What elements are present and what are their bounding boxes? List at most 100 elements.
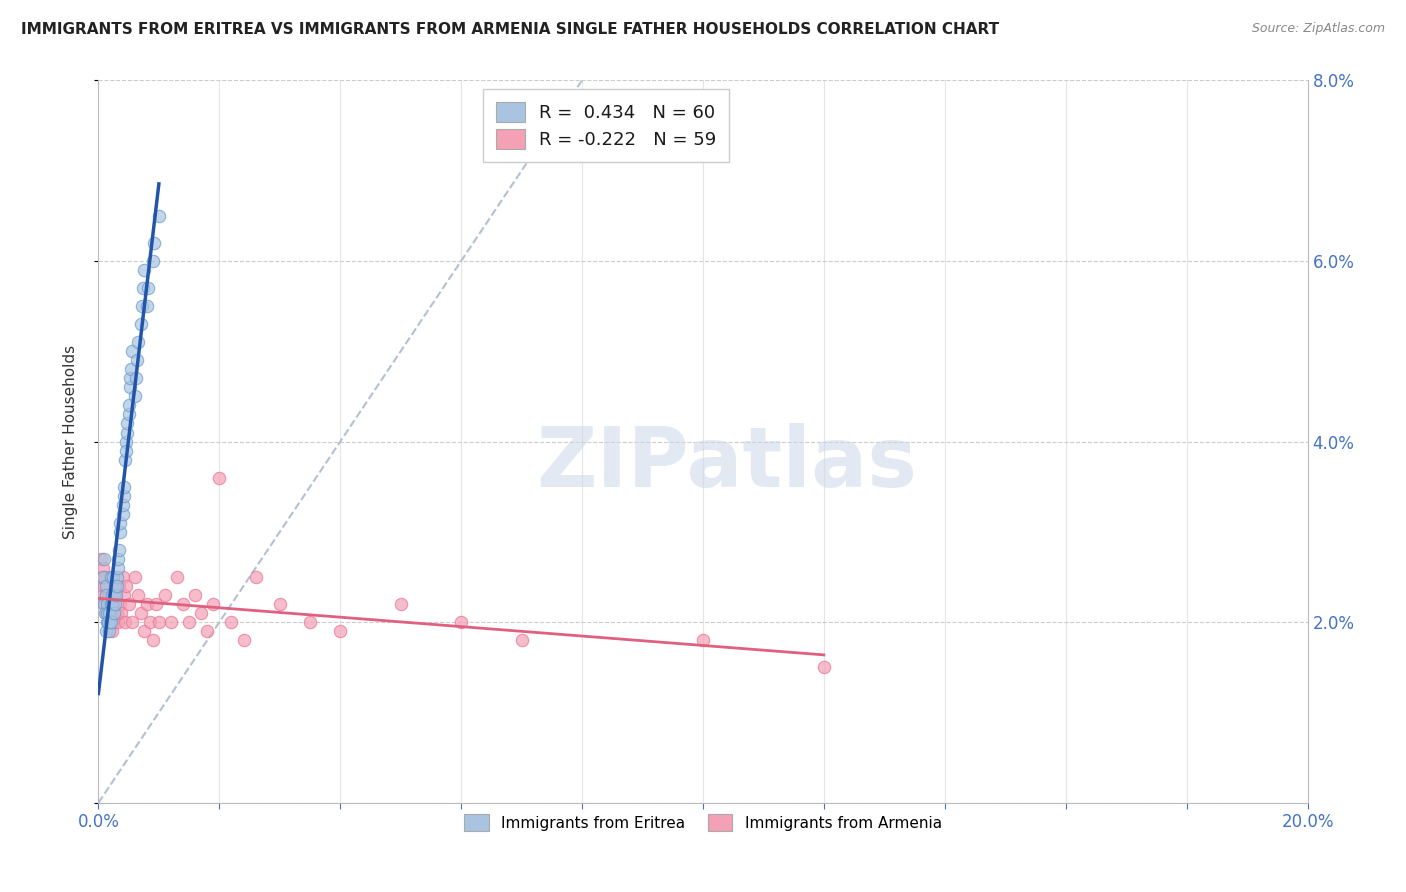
Point [118, 380, 141, 394]
Point [100, 624, 122, 639]
Point [101, 597, 124, 611]
Point [104, 588, 127, 602]
Point [100, 588, 122, 602]
Point [91, 561, 114, 575]
Point [105, 606, 128, 620]
Point [111, 507, 134, 521]
Point [96, 579, 118, 593]
Point [118, 597, 141, 611]
Point [221, 615, 243, 630]
Point [134, 263, 156, 277]
Point [125, 371, 148, 385]
Point [100, 615, 122, 630]
Point [103, 615, 125, 630]
Point [94, 606, 117, 620]
Point [329, 624, 352, 639]
Point [96, 606, 118, 620]
Point [195, 624, 218, 639]
Point [96, 606, 118, 620]
Point [105, 570, 128, 584]
Point [97, 615, 120, 630]
Text: IMMIGRANTS FROM ERITREA VS IMMIGRANTS FROM ARMENIA SINGLE FATHER HOUSEHOLDS CORR: IMMIGRANTS FROM ERITREA VS IMMIGRANTS FR… [21, 22, 1000, 37]
Point [111, 570, 134, 584]
Point [94, 588, 117, 602]
Point [132, 281, 155, 295]
Point [101, 570, 124, 584]
Point [148, 209, 170, 223]
Point [202, 597, 225, 611]
Legend: Immigrants from Eritrea, Immigrants from Armenia: Immigrants from Eritrea, Immigrants from… [457, 806, 949, 838]
Point [97, 615, 120, 630]
Point [127, 588, 149, 602]
Point [153, 588, 176, 602]
Point [136, 281, 159, 295]
Point [93, 597, 115, 611]
Point [108, 579, 131, 593]
Point [299, 615, 322, 630]
Point [93, 552, 115, 566]
Point [98, 615, 121, 630]
Point [104, 597, 127, 611]
Point [139, 615, 162, 630]
Point [127, 353, 149, 368]
Point [450, 615, 472, 630]
Point [110, 606, 132, 620]
Point [115, 443, 138, 458]
Point [118, 398, 141, 412]
Point [160, 615, 183, 630]
Point [129, 606, 152, 620]
Point [510, 633, 533, 648]
Point [100, 597, 122, 611]
Point [112, 498, 135, 512]
Point [131, 299, 153, 313]
Point [127, 335, 149, 350]
Point [94, 570, 117, 584]
Point [90, 552, 112, 566]
Point [104, 579, 127, 593]
Point [115, 425, 138, 440]
Point [124, 570, 146, 584]
Y-axis label: Single Father Households: Single Father Households [63, 344, 79, 539]
Point [96, 588, 118, 602]
Point [142, 633, 165, 648]
Point [93, 597, 115, 611]
Point [120, 371, 142, 385]
Point [91, 588, 114, 602]
Text: ZIPatlas: ZIPatlas [537, 423, 918, 504]
Point [97, 624, 120, 639]
Point [108, 542, 131, 557]
Point [124, 389, 146, 403]
Point [91, 570, 114, 584]
Point [104, 588, 127, 602]
Point [112, 480, 135, 494]
Point [135, 299, 157, 313]
Point [190, 606, 212, 620]
Point [208, 471, 231, 485]
Point [114, 452, 136, 467]
Point [172, 597, 194, 611]
Text: Source: ZipAtlas.com: Source: ZipAtlas.com [1251, 22, 1385, 36]
Point [100, 570, 122, 584]
Point [112, 489, 135, 503]
Point [114, 434, 136, 449]
Point [103, 588, 125, 602]
Point [132, 624, 155, 639]
Point [135, 597, 157, 611]
Point [269, 597, 291, 611]
Point [245, 570, 267, 584]
Point [148, 615, 170, 630]
Point [108, 516, 131, 530]
Point [121, 615, 143, 630]
Point [166, 570, 188, 584]
Point [96, 579, 118, 593]
Point [91, 570, 114, 584]
Point [107, 615, 129, 630]
Point [184, 588, 207, 602]
Point [98, 588, 121, 602]
Point [103, 606, 125, 620]
Point [107, 552, 129, 566]
Point [98, 606, 121, 620]
Point [115, 579, 138, 593]
Point [121, 344, 143, 359]
Point [107, 561, 129, 575]
